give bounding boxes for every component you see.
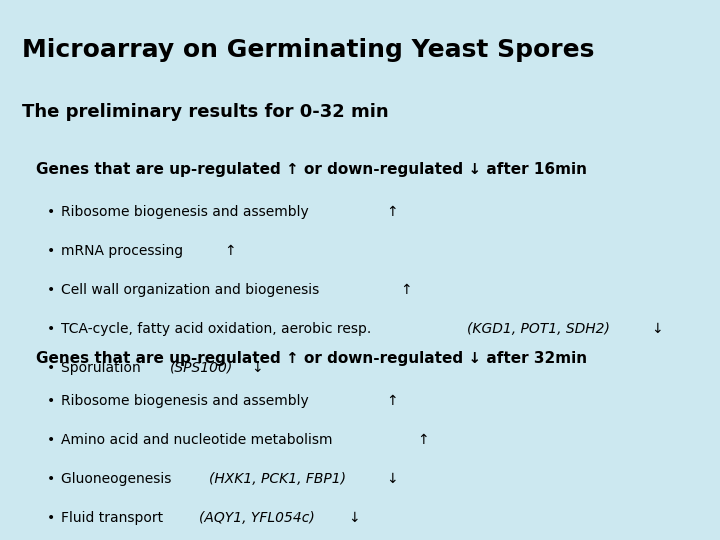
Text: •: • (47, 244, 55, 258)
Text: ↓: ↓ (251, 361, 263, 375)
Text: ↓: ↓ (386, 472, 397, 486)
Text: (KGD1, POT1, SDH2): (KGD1, POT1, SDH2) (467, 322, 610, 336)
Text: ↑: ↑ (387, 394, 398, 408)
Text: ↑: ↑ (400, 283, 412, 297)
Text: •: • (47, 205, 55, 219)
Text: Ribosome biogenesis and assembly: Ribosome biogenesis and assembly (61, 394, 313, 408)
Text: TCA-cycle, fatty acid oxidation, aerobic resp.: TCA-cycle, fatty acid oxidation, aerobic… (61, 322, 376, 336)
Text: ↑: ↑ (225, 244, 236, 258)
Text: Ribosome biogenesis and assembly: Ribosome biogenesis and assembly (61, 205, 313, 219)
Text: Microarray on Germinating Yeast Spores: Microarray on Germinating Yeast Spores (22, 38, 603, 62)
Text: ↑: ↑ (387, 205, 398, 219)
Text: Genes that are up-regulated ↑ or down-regulated ↓ after 16min: Genes that are up-regulated ↑ or down-re… (36, 162, 587, 177)
Text: •: • (47, 283, 55, 297)
Text: •: • (47, 511, 55, 525)
Text: •: • (47, 361, 55, 375)
Text: •: • (47, 472, 55, 486)
Text: Cell wall organization and biogenesis: Cell wall organization and biogenesis (61, 283, 324, 297)
Text: (AQY1, YFL054c): (AQY1, YFL054c) (199, 511, 315, 525)
Text: mRNA processing: mRNA processing (61, 244, 188, 258)
Text: •: • (47, 322, 55, 336)
Text: Sporulation: Sporulation (61, 361, 145, 375)
Text: Fluid transport: Fluid transport (61, 511, 168, 525)
Text: Genes that are up-regulated ↑ or down-regulated ↓ after 32min: Genes that are up-regulated ↑ or down-re… (36, 351, 587, 366)
Text: The preliminary results for 0-32 min: The preliminary results for 0-32 min (22, 103, 388, 120)
Text: ↓: ↓ (652, 322, 663, 336)
Text: •: • (47, 433, 55, 447)
Text: (HXK1, PCK1, FBP1): (HXK1, PCK1, FBP1) (210, 472, 346, 486)
Text: (SPS100): (SPS100) (170, 361, 233, 375)
Text: Gluoneogenesis: Gluoneogenesis (61, 472, 176, 486)
Text: ↓: ↓ (348, 511, 359, 525)
Text: •: • (47, 394, 55, 408)
Text: ↑: ↑ (417, 433, 429, 447)
Text: Amino acid and nucleotide metabolism: Amino acid and nucleotide metabolism (61, 433, 337, 447)
